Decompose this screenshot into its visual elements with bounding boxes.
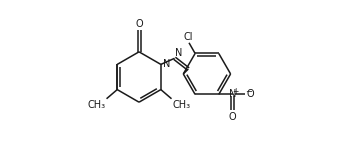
Text: O: O: [135, 19, 143, 29]
Text: +: +: [232, 87, 239, 96]
Text: −: −: [245, 87, 252, 96]
Text: CH₃: CH₃: [88, 99, 106, 109]
Text: CH₃: CH₃: [172, 99, 190, 109]
Text: N: N: [229, 89, 236, 99]
Text: N: N: [163, 59, 170, 69]
Text: N: N: [175, 48, 183, 58]
Text: Cl: Cl: [184, 32, 193, 42]
Text: O: O: [246, 89, 254, 99]
Text: O: O: [229, 111, 236, 122]
